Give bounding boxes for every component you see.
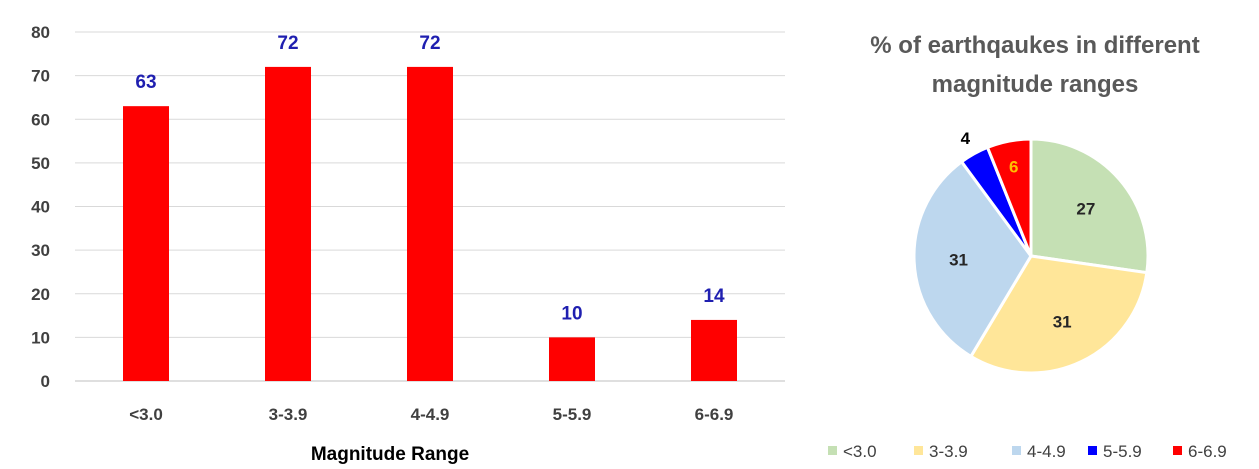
y-tick-label: 40: [31, 198, 50, 217]
legend-label: 4-4.9: [1027, 442, 1066, 461]
pie-data-label: 31: [1053, 312, 1072, 331]
legend-swatch: [914, 446, 923, 455]
pie-slice: [985, 137, 1033, 257]
bar-x-axis: <3.0 3-3.9 4-4.9 5-5.9 6-6.9: [129, 405, 733, 424]
legend-swatch: [1088, 446, 1097, 455]
bar-data-label: 10: [561, 303, 582, 324]
y-tick-label: 50: [31, 154, 50, 173]
x-axis-title: Magnitude Range: [311, 444, 469, 465]
pie-chart: % of earthqaukes in different magnitude …: [828, 32, 1227, 461]
y-tick-label: 60: [31, 110, 50, 129]
bar-y-axis: 0 10 20 30 40 50 60 70 80: [31, 23, 50, 391]
x-tick-label: 4-4.9: [411, 405, 450, 424]
y-tick-label: 80: [31, 23, 50, 42]
pie-title-line-1: % of earthqaukes in different: [870, 32, 1199, 59]
x-tick-label: <3.0: [129, 405, 163, 424]
x-tick-label: 5-5.9: [553, 405, 592, 424]
bar: [691, 319, 737, 381]
pie-slice: [1029, 137, 1150, 275]
bar-data-labels: 63 72 72 10 14: [135, 33, 725, 324]
bar-chart: 0 10 20 30 40 50 60 70 80 63 72 72 10 14 <3.0 3-3.9 4-…: [31, 23, 785, 465]
x-tick-label: 3-3.9: [269, 405, 308, 424]
pie-slice: [912, 159, 1033, 359]
legend-label: <3.0: [843, 442, 877, 461]
legend-label: 5-5.9: [1103, 442, 1142, 461]
pie-data-label: 27: [1076, 199, 1095, 218]
legend-swatch: [828, 446, 837, 455]
y-tick-label: 0: [41, 372, 50, 391]
pie-title-line-2: magnitude ranges: [932, 71, 1139, 98]
legend-label: 3-3.9: [929, 442, 968, 461]
bar: [407, 66, 453, 382]
pie-legend: <3.0 3-3.9 4-4.9 5-5.9 6-6.9: [828, 442, 1227, 461]
pie-slices: [912, 137, 1150, 375]
bar: [123, 106, 169, 381]
bar-data-label: 72: [419, 33, 440, 54]
y-tick-label: 10: [31, 328, 50, 347]
pie-data-labels: 27 31 31 4 6: [949, 129, 1095, 331]
pie-data-label: 31: [949, 250, 968, 269]
legend-swatch: [1012, 446, 1021, 455]
y-tick-label: 70: [31, 67, 50, 86]
bar-data-label: 72: [277, 33, 298, 54]
bar: [549, 337, 595, 381]
legend-label: 6-6.9: [1188, 442, 1227, 461]
bar-data-label: 63: [135, 72, 156, 93]
y-tick-label: 20: [31, 285, 50, 304]
y-tick-label: 30: [31, 241, 50, 260]
pie-data-label: 4: [961, 129, 971, 148]
bar-series: [123, 66, 737, 382]
legend-swatch: [1173, 446, 1182, 455]
x-tick-label: 6-6.9: [695, 405, 734, 424]
pie-data-label: 6: [1009, 157, 1018, 176]
bar-data-label: 14: [703, 286, 725, 307]
bar: [265, 66, 311, 382]
